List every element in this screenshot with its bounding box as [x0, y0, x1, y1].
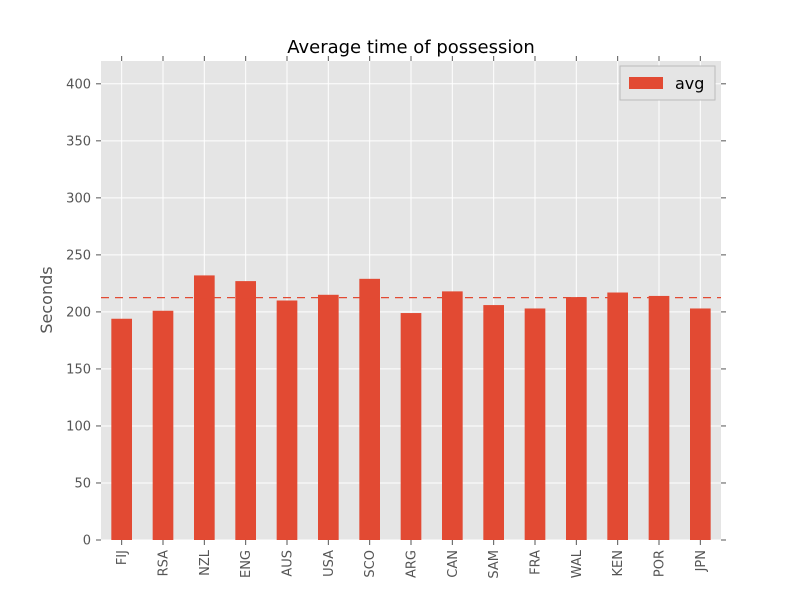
bar-fra: [524, 308, 546, 540]
bar-por: [648, 295, 670, 540]
legend-swatch-avg: [629, 77, 663, 89]
x-tick-labels: FIJ RSA NZL ENG AUS USA SCO ARG CAN SAM FRA WAL KEN P…: [115, 549, 709, 578]
y-tick-label: 400: [66, 77, 91, 92]
bar-eng: [235, 281, 256, 540]
legend-label-avg: avg: [675, 74, 704, 93]
bar-ken: [607, 292, 628, 540]
bar-aus: [276, 300, 298, 540]
y-tick-label: 350: [66, 134, 91, 149]
x-tick-label-fra: FRA: [529, 550, 544, 575]
axis-ticks: [96, 56, 726, 545]
bar-sam: [483, 305, 504, 540]
x-tick-label-fij: FIJ: [115, 550, 130, 565]
bar-arg: [400, 313, 422, 540]
bar-usa: [318, 294, 339, 540]
x-tick-label-usa: USA: [322, 550, 337, 577]
bar-sco: [359, 278, 380, 540]
x-tick-label-aus: AUS: [281, 550, 296, 577]
x-tick-label-sam: SAM: [487, 550, 502, 579]
bar-fij: [111, 318, 132, 540]
legend: avg: [619, 65, 716, 101]
x-tick-label-ken: KEN: [611, 550, 626, 576]
bar-jpn: [690, 308, 711, 540]
chart-title: Average time of possession: [287, 37, 535, 58]
y-tick-label: 50: [74, 476, 91, 491]
x-tick-label-eng: ENG: [239, 550, 254, 578]
x-tick-label-can: CAN: [446, 550, 461, 578]
y-tick-label: 250: [66, 248, 91, 263]
y-tick-label: 300: [66, 191, 91, 206]
bar-nzl: [194, 275, 215, 540]
x-tick-label-wal: WAL: [570, 549, 585, 578]
y-tick-label: 150: [66, 362, 91, 377]
x-tick-label-arg: ARG: [405, 550, 420, 578]
bars: [111, 275, 711, 540]
bar-rsa: [152, 310, 174, 540]
x-tick-label-sco: SCO: [363, 550, 378, 578]
y-tick-label: 100: [66, 419, 91, 434]
y-tick-label: 200: [66, 305, 91, 320]
x-tick-label-nzl: NZL: [198, 549, 213, 576]
bar-wal: [566, 297, 587, 540]
y-tick-labels: 0 50 100 150 200 250 300 350 400: [66, 77, 91, 548]
x-tick-label-jpn: JPN: [694, 550, 709, 572]
y-axis-label: Seconds: [37, 266, 56, 333]
x-tick-label-rsa: RSA: [157, 550, 172, 577]
x-tick-label-por: POR: [653, 550, 668, 577]
bar-can: [442, 291, 463, 540]
y-tick-label: 0: [83, 534, 91, 549]
